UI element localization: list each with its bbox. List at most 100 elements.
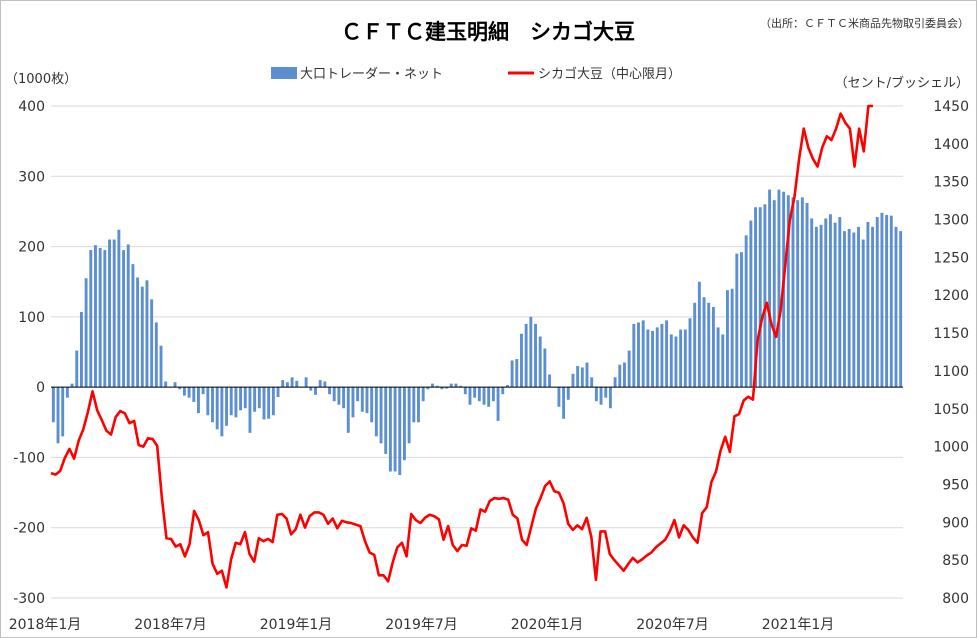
bar-129 — [655, 327, 659, 388]
bar-9 — [94, 245, 97, 388]
bar-series-large-traders-net — [51, 189, 903, 475]
bar-128 — [651, 330, 654, 388]
bar-84 — [445, 387, 449, 389]
bar-51 — [290, 377, 294, 388]
bar-8 — [89, 250, 93, 388]
bar-37 — [225, 387, 228, 426]
y-right-tick-labels: 1450 1400 1350 1300 1250 1200 1150 1100 1050 1000… — [933, 99, 969, 607]
bar-153 — [768, 189, 772, 388]
x-tick-1: 2018年7月 — [134, 617, 207, 633]
x-tick-4: 2020年1月 — [511, 617, 584, 633]
bar-46 — [267, 387, 271, 419]
bar-59 — [328, 387, 331, 395]
bar-175 — [871, 226, 875, 388]
legend-bar-swatch — [271, 67, 297, 79]
bar-29 — [187, 387, 191, 398]
bar-39 — [234, 387, 238, 418]
bar-140 — [707, 302, 711, 388]
bar-90 — [473, 387, 477, 398]
bar-122 — [623, 362, 626, 388]
bar-109 — [562, 387, 566, 419]
bar-99 — [515, 359, 519, 388]
bar-91 — [477, 387, 481, 402]
bar-43 — [253, 387, 257, 412]
bar-36 — [220, 387, 224, 437]
y-left-tick-3: 100 — [18, 310, 45, 326]
bar-61 — [337, 387, 341, 405]
x-tick-0: 2018年1月 — [9, 617, 82, 633]
bar-18 — [136, 277, 140, 388]
bar-160 — [800, 197, 804, 388]
bar-82 — [435, 385, 439, 388]
bar-72 — [388, 387, 392, 472]
bar-95 — [496, 387, 500, 421]
bar-56 — [314, 387, 317, 395]
bar-119 — [608, 387, 612, 409]
bar-92 — [482, 387, 486, 405]
bar-63 — [346, 387, 350, 433]
bar-65 — [356, 387, 360, 402]
bar-34 — [211, 387, 214, 423]
bar-50 — [285, 382, 289, 388]
y-right-tick-3: 1300 — [933, 213, 969, 229]
bar-32 — [201, 387, 205, 395]
bar-1 — [56, 387, 60, 444]
bar-97 — [505, 385, 509, 388]
y-right-tick-6: 1150 — [933, 326, 969, 342]
bar-38 — [229, 387, 233, 416]
bar-2 — [61, 387, 65, 437]
line-series-soybean-price — [50, 104, 873, 589]
bar-35 — [215, 387, 219, 430]
bar-141 — [711, 307, 715, 388]
bar-106 — [548, 374, 552, 388]
bar-144 — [726, 290, 729, 388]
bar-33 — [206, 387, 210, 416]
y-right-tick-5: 1200 — [933, 288, 969, 304]
bar-123 — [627, 350, 631, 388]
y-left-tick-4: 0 — [36, 380, 45, 396]
bar-67 — [365, 387, 369, 414]
bar-105 — [543, 348, 547, 388]
bar-79 — [421, 387, 425, 402]
bar-101 — [524, 323, 528, 388]
y-right-tick-9: 1000 — [933, 440, 969, 456]
bar-168 — [838, 217, 842, 388]
bar-57 — [318, 380, 322, 388]
bar-180 — [894, 226, 898, 388]
bar-41 — [243, 387, 247, 409]
bar-155 — [777, 189, 781, 388]
x-tick-labels: 2018年1月 2018年7月 2019年1月 2019年7月 2020年1月 2020年… — [9, 617, 835, 633]
bar-7 — [84, 278, 88, 388]
legend-line-label: シカゴ大豆（中心限月） — [538, 66, 681, 82]
bar-87 — [459, 385, 463, 388]
bar-103 — [534, 323, 537, 388]
bar-3 — [65, 387, 69, 398]
x-tick-3: 2019年7月 — [385, 617, 458, 633]
y-right-unit-label: （セント/ブッシェル） — [835, 75, 969, 91]
bar-163 — [814, 226, 818, 388]
y-right-tick-7: 1100 — [933, 364, 969, 380]
bar-88 — [463, 387, 467, 395]
bar-6 — [79, 311, 83, 388]
y-right-tick-10: 950 — [942, 477, 969, 493]
bar-14 — [117, 229, 121, 388]
bar-40 — [239, 387, 243, 411]
bar-158 — [791, 197, 795, 388]
bar-145 — [730, 288, 734, 388]
bar-30 — [192, 387, 196, 402]
bar-133 — [674, 336, 678, 388]
bar-64 — [351, 387, 355, 418]
bar-179 — [889, 215, 893, 388]
bar-26 — [173, 382, 177, 388]
bar-93 — [487, 387, 491, 407]
bar-44 — [257, 387, 261, 409]
bar-89 — [468, 387, 472, 405]
bar-24 — [164, 381, 168, 388]
y-left-tick-5: -100 — [13, 450, 45, 466]
bar-71 — [384, 387, 388, 454]
bar-19 — [140, 286, 144, 388]
bar-100 — [520, 333, 523, 388]
bar-151 — [758, 207, 762, 388]
